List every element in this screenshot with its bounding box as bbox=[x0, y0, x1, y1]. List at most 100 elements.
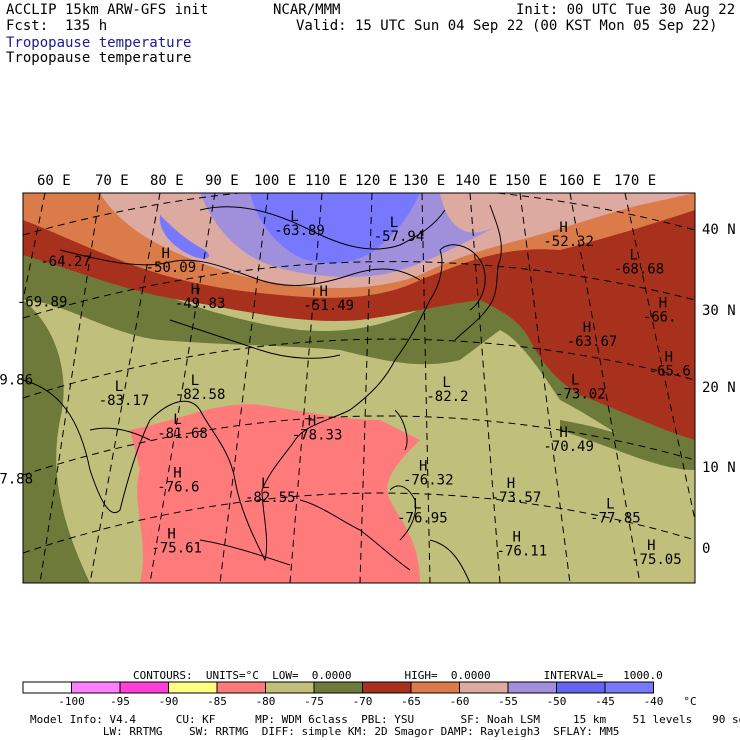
color-scale-box bbox=[459, 681, 509, 694]
dark-olive-se-fill bbox=[560, 420, 695, 470]
color-scale-box bbox=[119, 681, 169, 694]
color-scale-label: -100 bbox=[58, 695, 85, 708]
extremum-symbol: H bbox=[559, 220, 567, 236]
model-title: ACCLIP 15km ARW-GFS init bbox=[6, 2, 209, 18]
org-label: NCAR/MMM bbox=[273, 2, 341, 18]
extremum-symbol: H bbox=[647, 538, 655, 554]
extremum-symbol: H bbox=[162, 246, 170, 262]
color-scale-box bbox=[71, 681, 121, 694]
color-scale-label: -75 bbox=[304, 695, 324, 708]
color-scale-label: -50 bbox=[547, 695, 567, 708]
color-scale-label: -55 bbox=[498, 695, 518, 708]
extremum-value: -82.55 bbox=[245, 490, 296, 506]
field-title-1: Tropopause temperature bbox=[6, 35, 192, 51]
longitude-label: 150 E bbox=[505, 173, 547, 189]
extremum-value: -52.32 bbox=[543, 234, 594, 250]
extremum-value: 7.88 bbox=[0, 471, 33, 487]
extremum-value: -66. bbox=[643, 310, 677, 326]
extremum-value: -49.83 bbox=[175, 296, 226, 312]
extremum-value: -51.49 bbox=[304, 298, 355, 314]
extremum-symbol: L bbox=[261, 476, 269, 492]
color-scale-label: -95 bbox=[110, 695, 130, 708]
color-scale-label: -90 bbox=[159, 695, 179, 708]
color-scale-label: -40 bbox=[644, 695, 664, 708]
extremum-symbol: H bbox=[167, 527, 175, 543]
pink-band-fill bbox=[130, 404, 420, 583]
extremum-value: -63.67 bbox=[567, 334, 618, 350]
color-scale-label: -70 bbox=[353, 695, 373, 708]
extremum-symbol: H bbox=[665, 349, 673, 365]
extremum-symbol: H bbox=[507, 476, 515, 492]
extremum-value: -57.94 bbox=[374, 229, 425, 245]
extremum-value: -76.11 bbox=[497, 543, 548, 559]
color-scale-box bbox=[507, 681, 557, 694]
extremum-value: -83.17 bbox=[99, 393, 150, 409]
extremum-value: 9.86 bbox=[0, 373, 33, 389]
longitude-label: 100 E bbox=[254, 173, 296, 189]
longitude-label: 140 E bbox=[455, 173, 497, 189]
latitude-label: 10 N bbox=[702, 460, 736, 476]
color-scale-label: -45 bbox=[595, 695, 615, 708]
longitude-label: 90 E bbox=[205, 173, 239, 189]
color-scale-label: °C bbox=[683, 695, 696, 708]
extremum-symbol: H bbox=[659, 296, 667, 312]
extremum-symbol: H bbox=[583, 320, 591, 336]
extremum-symbol: L bbox=[413, 496, 421, 512]
extremum-symbol: L bbox=[606, 497, 614, 513]
color-scale-box bbox=[168, 681, 218, 694]
extremum-value: -81.68 bbox=[157, 426, 208, 442]
field-title-2: Tropopause temperature bbox=[6, 50, 192, 66]
extremum-value: -82.2 bbox=[426, 389, 468, 405]
graticule bbox=[23, 193, 695, 583]
extremum-value: -70.49 bbox=[543, 439, 594, 455]
color-scale-box bbox=[265, 681, 315, 694]
color-scale-box bbox=[556, 681, 606, 694]
color-scale-box bbox=[22, 681, 72, 694]
latitude-label: 30 N bbox=[702, 303, 736, 319]
color-scale-label: -65 bbox=[401, 695, 421, 708]
color-scale: -100 -95 -90 -85 -80 -75 -70 -65 -60 -55 -50 -45 -40… bbox=[22, 681, 697, 708]
extremum-value: -78.33 bbox=[292, 428, 343, 444]
extremum-value: -65.6 bbox=[649, 363, 691, 379]
extremum-symbol: L bbox=[571, 373, 579, 389]
extremum-symbol: H bbox=[559, 425, 567, 441]
extremum-value: -68.68 bbox=[614, 262, 665, 278]
color-scale-label: -60 bbox=[450, 695, 470, 708]
extremum-value: -73.57 bbox=[491, 490, 542, 506]
longitude-label: 60 E bbox=[37, 173, 71, 189]
extremum-value: -77.85 bbox=[590, 511, 641, 527]
longitude-label: 70 E bbox=[95, 173, 129, 189]
longitude-label: 160 E bbox=[559, 173, 601, 189]
extremum-value: -76.6 bbox=[157, 479, 199, 495]
extremum-symbol: L bbox=[290, 209, 298, 225]
longitude-labels: 60 E 70 E 80 E 90 E 100 E 110 E 120 E 130 E 140 … bbox=[37, 173, 656, 189]
color-scale-box bbox=[313, 681, 363, 694]
color-scale-box bbox=[216, 681, 266, 694]
contours-info: CONTOURS: UNITS=°C LOW= 0.0000 HIGH= 0.0… bbox=[133, 669, 663, 682]
extremum-value: -75.61 bbox=[151, 541, 202, 557]
longitude-label: 120 E bbox=[355, 173, 397, 189]
extremum-symbol: L bbox=[115, 379, 123, 395]
latitude-label: 20 N bbox=[702, 380, 736, 396]
extremum-symbol: H bbox=[320, 284, 328, 300]
extremum-value: -64.27 bbox=[40, 254, 91, 270]
extremum-symbol: L bbox=[191, 373, 199, 389]
extremum-symbol: L bbox=[630, 248, 638, 264]
extremum-value: -69.89 bbox=[17, 295, 68, 311]
extremum-symbol: L bbox=[390, 215, 398, 231]
coastlines bbox=[23, 204, 502, 583]
map-frame bbox=[22, 192, 696, 584]
longitude-label: 80 E bbox=[150, 173, 184, 189]
extremum-symbol: H bbox=[308, 414, 316, 430]
valid-time: Valid: 15 UTC Sun 04 Sep 22 (00 KST Mon … bbox=[296, 18, 718, 34]
latitude-label: 40 N bbox=[702, 222, 736, 238]
extremum-symbol: H bbox=[173, 465, 181, 481]
color-scale-label: -80 bbox=[256, 695, 276, 708]
extremum-value: -76.32 bbox=[403, 472, 454, 488]
extremum-symbol: H bbox=[191, 282, 199, 298]
extremum-value: -75.05 bbox=[631, 552, 682, 568]
extremum-symbol: H bbox=[419, 458, 427, 474]
longitude-label: 110 E bbox=[305, 173, 347, 189]
extremum-symbol: L bbox=[442, 375, 450, 391]
